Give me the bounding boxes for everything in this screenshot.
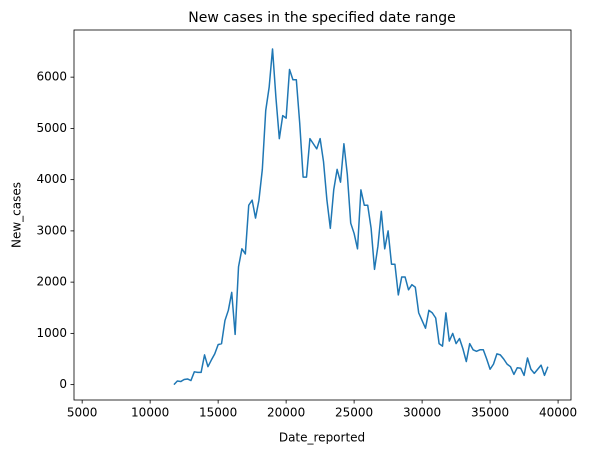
x-tick-label: 20000 bbox=[267, 406, 305, 420]
x-tick-label: 10000 bbox=[131, 406, 169, 420]
plot-frame bbox=[73, 29, 572, 401]
x-tick-label: 40000 bbox=[539, 406, 577, 420]
chart-title: New cases in the specified date range bbox=[188, 10, 455, 26]
y-tick-label: 3000 bbox=[36, 223, 67, 237]
x-tick-label: 30000 bbox=[403, 406, 441, 420]
x-tick-label: 35000 bbox=[471, 406, 509, 420]
y-tick-label: 2000 bbox=[36, 275, 67, 289]
y-axis-label: New_cases bbox=[10, 182, 24, 248]
y-tick-label: 0 bbox=[59, 377, 67, 391]
y-tick-label: 1000 bbox=[36, 326, 67, 340]
line-series bbox=[173, 48, 549, 386]
x-axis-label: Date_reported bbox=[279, 431, 365, 445]
y-tick-label: 5000 bbox=[36, 121, 67, 135]
y-tick-label: 6000 bbox=[36, 70, 67, 84]
x-tick-label: 15000 bbox=[199, 406, 237, 420]
y-tick-label: 4000 bbox=[36, 172, 67, 186]
x-tick-label: 5000 bbox=[67, 406, 98, 420]
x-tick-label: 25000 bbox=[335, 406, 373, 420]
